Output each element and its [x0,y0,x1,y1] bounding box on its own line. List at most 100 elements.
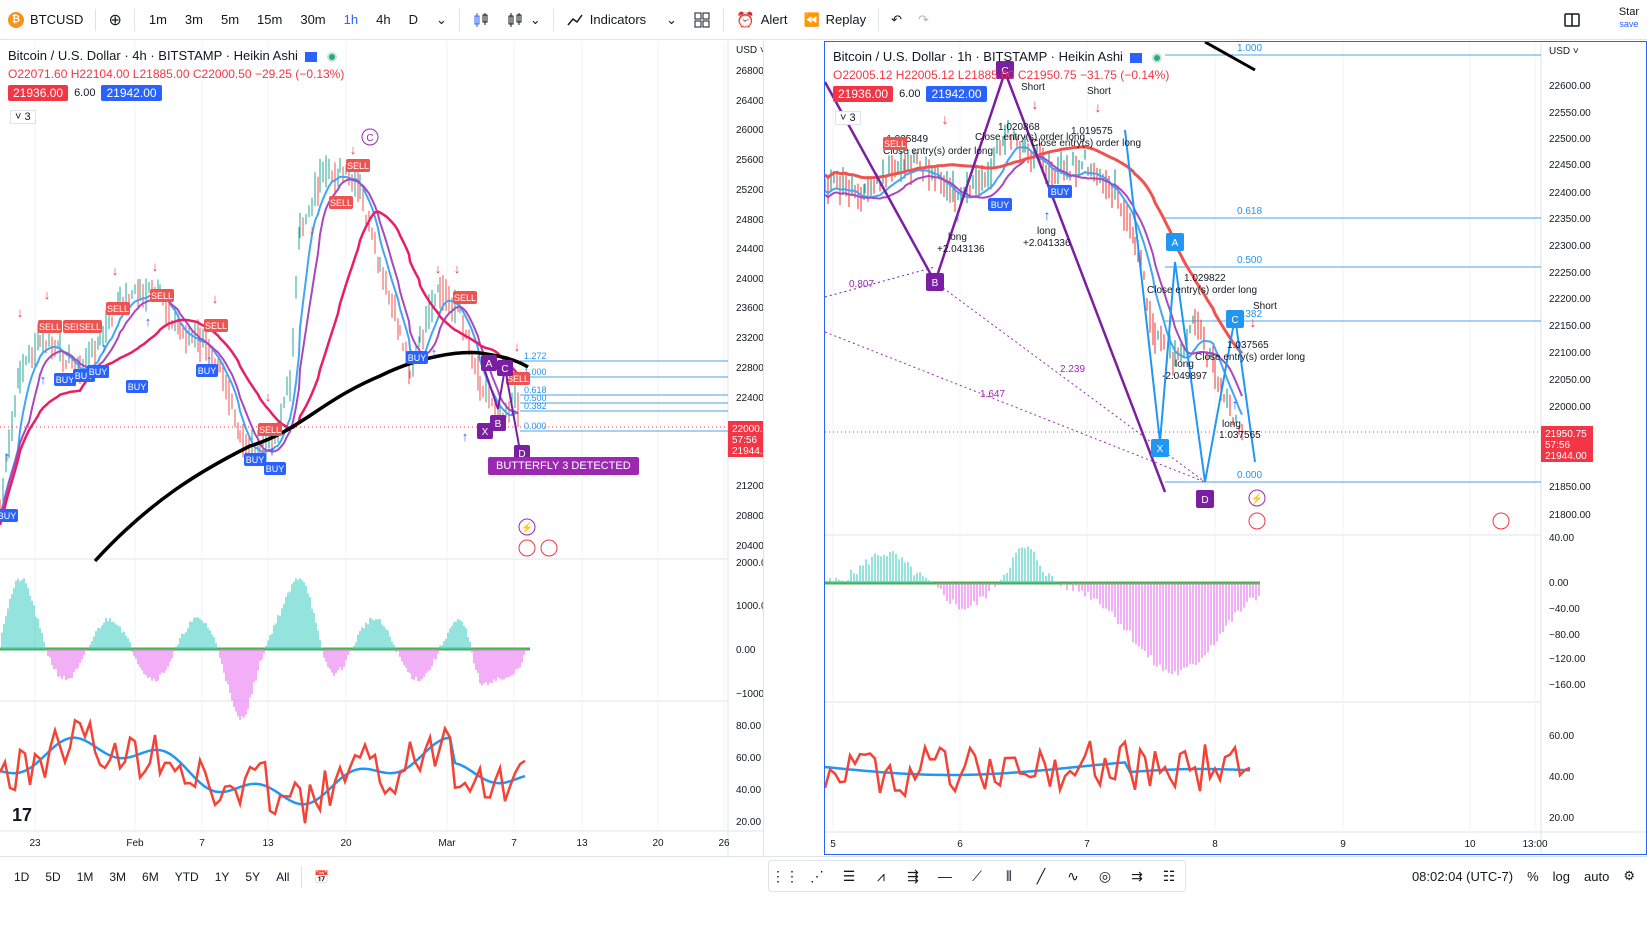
left-low: L21885.00 [132,67,190,81]
sell-signal-badge [204,319,228,332]
right-chart-pane[interactable]: USD ˅ 22600.00 22550.00 22500.00 22450.00 224… [824,41,1647,855]
interval-4h[interactable]: 4h [376,12,391,27]
buy-signal-badge [988,198,1012,211]
last-low-label: 21944.00 [1545,451,1587,462]
interval-D[interactable]: D [408,12,418,27]
save-button[interactable]: Star save [1619,6,1639,30]
alert-button[interactable]: ⏰ Alert [728,0,795,40]
sell-price-button[interactable]: 21936.00 [833,86,894,102]
axis-currency-label: USD ˅ [736,45,764,56]
clock-label: 08:02:04 (UTC-7) [1411,868,1514,884]
range-1y[interactable]: 1Y [214,869,230,884]
fib-channel-tool-icon[interactable]: ⦀ [1005,867,1013,884]
rsi-tick-label: 40.00 [736,785,761,796]
time-tick-label: 6 [957,839,963,850]
price-tick-label: 26800.00 [736,66,764,77]
buy-signal-label: BUY [75,371,94,381]
osc-tick-label: 0.00 [1549,578,1569,589]
pattern-point-badge [1166,233,1184,251]
grip-tool-icon[interactable]: ⋮⋮ [771,867,799,884]
interval-15m[interactable]: 15m [257,12,283,27]
interval-1m[interactable]: 1m [148,12,167,27]
pattern-point-label: C [1001,66,1008,77]
market-status-icon [1151,52,1162,63]
strategy-annotation: Close entry(s) order long [1195,352,1305,363]
layouts-button[interactable] [685,0,719,40]
range-1d[interactable]: 1D [14,869,30,884]
pitchfork-tool-icon[interactable]: ⋰ [810,867,824,884]
price-tick-label: 24400.00 [736,244,764,255]
tradingview-logo-icon: 17 [12,805,32,825]
buy-signal-label: BUY [198,366,217,376]
indicators-button[interactable]: Indicators ⌄ [558,0,685,40]
elliott-tool-icon[interactable]: ⇉ [1131,867,1143,884]
indicators-collapse-button[interactable]: ˅ 3 [10,110,36,124]
sell-signal-label: SELL [507,374,529,384]
buy-arrow-icon: ↑ [1232,396,1239,412]
curve-tool-icon[interactable]: ∿ [1067,867,1079,884]
range-6m[interactable]: 6M [142,869,159,884]
left-legend: Bitcoin / U.S. Dollar · 4h · BITSTAMP · … [8,47,344,83]
price-tick-label: 22050.00 [1549,375,1591,386]
date-range-button[interactable]: 📅 [306,870,337,884]
interval-30m[interactable]: 30m [300,12,326,27]
buy-arrow-icon: ↑ [145,314,152,329]
time-tick-label: Feb [126,838,144,849]
range-ytd[interactable]: YTD [174,869,199,884]
layout-toggle-button[interactable] [1555,0,1589,40]
gann-tool-icon[interactable]: ☰ [842,867,856,884]
left-chart-canvas[interactable]: USD ˅ 26800.00 26400.00 26000.00 25600.00 252… [0,41,764,855]
range-5y[interactable]: 5Y [245,869,261,884]
redo-button[interactable]: ↷ [910,0,937,40]
compare-symbol-button[interactable]: ⊕ [100,0,129,40]
strategy-annotation: +2.043136 [937,244,985,255]
range-all[interactable]: All [276,869,290,884]
auto-toggle[interactable]: auto [1584,868,1610,884]
interval-dropdown[interactable]: ⌄ [428,0,455,40]
interval-3m[interactable]: 3m [184,12,203,27]
settings-icon[interactable]: ⚙ [1623,868,1635,883]
alarm-clock-icon: ⏰ [736,11,755,29]
right-change: −31.75 (−0.14%) [1079,68,1170,82]
range-3m[interactable]: 3M [109,869,127,884]
fib-level-label: 0.500 [1237,255,1262,266]
right-chart-canvas[interactable]: USD ˅ 22600.00 22550.00 22500.00 22450.00 224… [825,42,1647,855]
measure-tool-icon[interactable]: ☷ [1162,867,1176,884]
indicators-collapse-button[interactable]: ˅ 3 [835,111,861,125]
interval-5m[interactable]: 5m [220,12,240,27]
bar-style-button[interactable] [464,0,498,40]
pattern-tool-icon[interactable]: ⩘ [877,867,885,884]
range-1m[interactable]: 1M [76,869,94,884]
replay-button[interactable]: ⏪ Replay [795,0,874,40]
indicators-label: Indicators [589,12,647,27]
buy-price-button[interactable]: 21942.00 [101,85,162,101]
rsi-tick-label: 60.00 [1549,731,1574,742]
time-tick-label: 8 [1212,839,1218,850]
trendline-tool-icon[interactable]: ╱ [1036,867,1046,884]
buy-arrow-icon: ↑ [4,449,11,464]
path-tool-icon[interactable]: ⇶ [907,867,919,884]
left-chart-pane[interactable]: USD ˅ 26800.00 26400.00 26000.00 25600.00 252… [0,41,764,855]
strategy-annotation: 1.020868 [998,122,1040,133]
axis-options: 08:02:04 (UTC-7) % log auto ⚙ [1412,856,1635,896]
us-flag-event-icon [1492,512,1510,530]
buy-price-button[interactable]: 21942.00 [926,86,987,102]
range-5d[interactable]: 5D [45,869,61,884]
polyline-tool-icon[interactable]: ⟋ [972,867,982,884]
hline-tool-icon[interactable]: — [938,868,952,884]
sell-arrow-icon: ↓ [514,339,521,354]
time-tick-label: 13 [576,838,588,849]
sell-price-button[interactable]: 21936.00 [8,85,69,101]
harmonic-pattern-line [825,68,1167,493]
log-toggle[interactable]: log [1552,868,1571,884]
chart-type-button[interactable]: ⌄ [498,0,549,40]
right-low: L21885.00 [957,68,1015,82]
buy-arrow-icon: ↑ [462,429,469,444]
undo-button[interactable]: ↶ [883,0,910,40]
fib-spiral-tool-icon[interactable]: ◎ [1098,867,1112,884]
strategy-annotation: long [1222,419,1241,430]
symbol-search[interactable]: ₿ BTCUSD [0,0,91,40]
interval-1h[interactable]: 1h [343,12,359,27]
drawing-toolbar: ⋮⋮ ⋰ ☰ ⩘ ⇶ — ⟋ ⦀ ╱ ∿ ◎ ⇉ ☷ [768,860,1186,892]
percent-toggle[interactable]: % [1527,868,1539,884]
